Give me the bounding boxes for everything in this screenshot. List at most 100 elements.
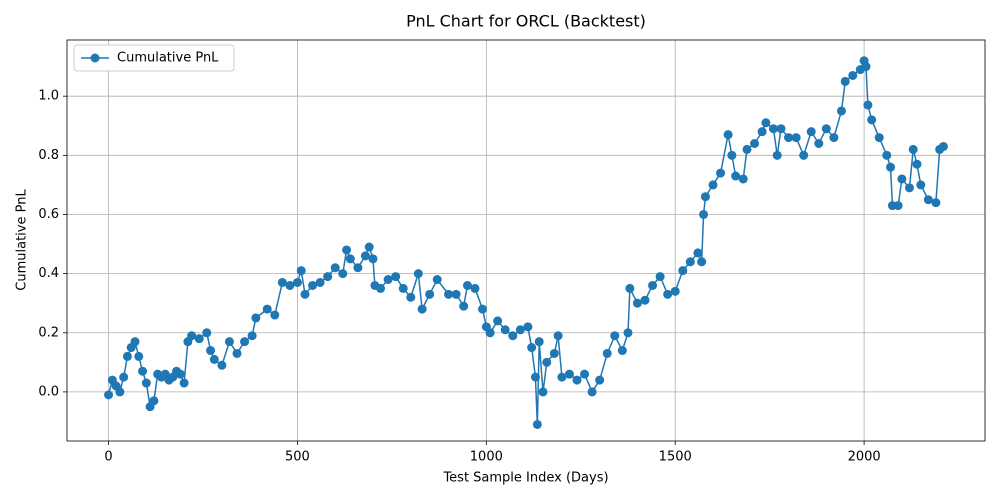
data-point xyxy=(587,387,597,397)
data-point xyxy=(799,150,809,160)
data-point xyxy=(262,304,272,314)
data-point xyxy=(485,328,495,338)
y-tick-label: 1.0 xyxy=(38,89,59,104)
data-point xyxy=(364,242,374,252)
data-point xyxy=(330,263,340,273)
chart-title: PnL Chart for ORCL (Backtest) xyxy=(406,12,646,31)
data-point xyxy=(814,139,824,149)
data-point xyxy=(542,357,552,367)
data-point xyxy=(923,195,933,205)
data-point xyxy=(632,298,642,308)
data-point xyxy=(886,162,896,172)
data-point xyxy=(296,266,306,276)
data-point xyxy=(931,198,941,208)
data-point xyxy=(553,331,563,341)
data-point xyxy=(761,118,771,128)
data-point xyxy=(534,337,544,347)
data-point xyxy=(874,133,884,143)
data-point xyxy=(493,316,503,326)
data-point xyxy=(867,115,877,125)
data-point xyxy=(836,106,846,116)
data-point xyxy=(444,289,454,299)
data-point xyxy=(141,378,151,388)
data-point xyxy=(912,159,922,169)
data-point xyxy=(904,183,914,193)
data-point xyxy=(557,372,567,382)
y-tick-label: 0.0 xyxy=(38,384,59,399)
data-point xyxy=(549,348,559,358)
data-point xyxy=(670,286,680,296)
data-point xyxy=(750,139,760,149)
data-point xyxy=(432,275,442,285)
data-point xyxy=(595,375,605,385)
data-point xyxy=(663,289,673,299)
data-point xyxy=(693,248,703,258)
data-point xyxy=(538,387,548,397)
x-tick-label: 2000 xyxy=(848,450,881,465)
legend-label: Cumulative PnL xyxy=(117,51,219,66)
data-point xyxy=(175,369,185,379)
data-point xyxy=(768,124,778,134)
data-point xyxy=(122,351,132,361)
data-point xyxy=(119,372,129,382)
data-point xyxy=(391,272,401,282)
data-point xyxy=(345,254,355,264)
data-point xyxy=(829,133,839,143)
data-point xyxy=(134,351,144,361)
legend: Cumulative PnL xyxy=(73,44,235,72)
data-point xyxy=(462,280,472,290)
data-point xyxy=(532,419,542,429)
data-point xyxy=(916,180,926,190)
data-point xyxy=(700,192,710,202)
data-point xyxy=(572,375,582,385)
data-point xyxy=(115,387,125,397)
data-point xyxy=(791,133,801,143)
data-point xyxy=(648,280,658,290)
data-point xyxy=(938,141,948,151)
data-point xyxy=(315,277,325,287)
data-point xyxy=(821,124,831,134)
data-point xyxy=(897,174,907,184)
data-point xyxy=(376,283,386,293)
data-point xyxy=(209,354,219,364)
data-point xyxy=(610,331,620,341)
y-tick-label: 0.2 xyxy=(38,325,59,340)
data-point xyxy=(515,325,525,335)
data-point xyxy=(623,328,633,338)
data-point xyxy=(451,289,461,299)
data-point xyxy=(251,313,261,323)
x-tick-label: 1500 xyxy=(659,450,692,465)
data-point xyxy=(187,331,197,341)
data-point xyxy=(247,331,257,341)
x-tick-label: 500 xyxy=(285,450,310,465)
data-point xyxy=(398,283,408,293)
data-point xyxy=(757,127,767,137)
data-point xyxy=(277,277,287,287)
data-point xyxy=(523,322,533,332)
data-point xyxy=(731,171,741,181)
data-point xyxy=(772,150,782,160)
y-axis-label: Cumulative PnL xyxy=(15,189,30,291)
y-tick-label: 0.8 xyxy=(38,148,59,163)
data-point xyxy=(353,263,363,273)
data-point xyxy=(697,257,707,267)
data-point xyxy=(478,304,488,314)
data-point xyxy=(784,133,794,143)
data-point xyxy=(224,337,234,347)
data-point xyxy=(308,280,318,290)
data-point xyxy=(323,272,333,282)
data-point xyxy=(342,245,352,255)
data-point xyxy=(508,331,518,341)
data-point xyxy=(708,180,718,190)
data-point xyxy=(500,325,510,335)
data-point xyxy=(655,272,665,282)
data-point xyxy=(580,369,590,379)
data-point xyxy=(338,269,348,279)
data-point xyxy=(617,346,627,356)
data-point xyxy=(217,360,227,370)
data-point xyxy=(738,174,748,184)
data-point xyxy=(413,269,423,279)
data-point xyxy=(893,201,903,211)
data-point xyxy=(360,251,370,261)
